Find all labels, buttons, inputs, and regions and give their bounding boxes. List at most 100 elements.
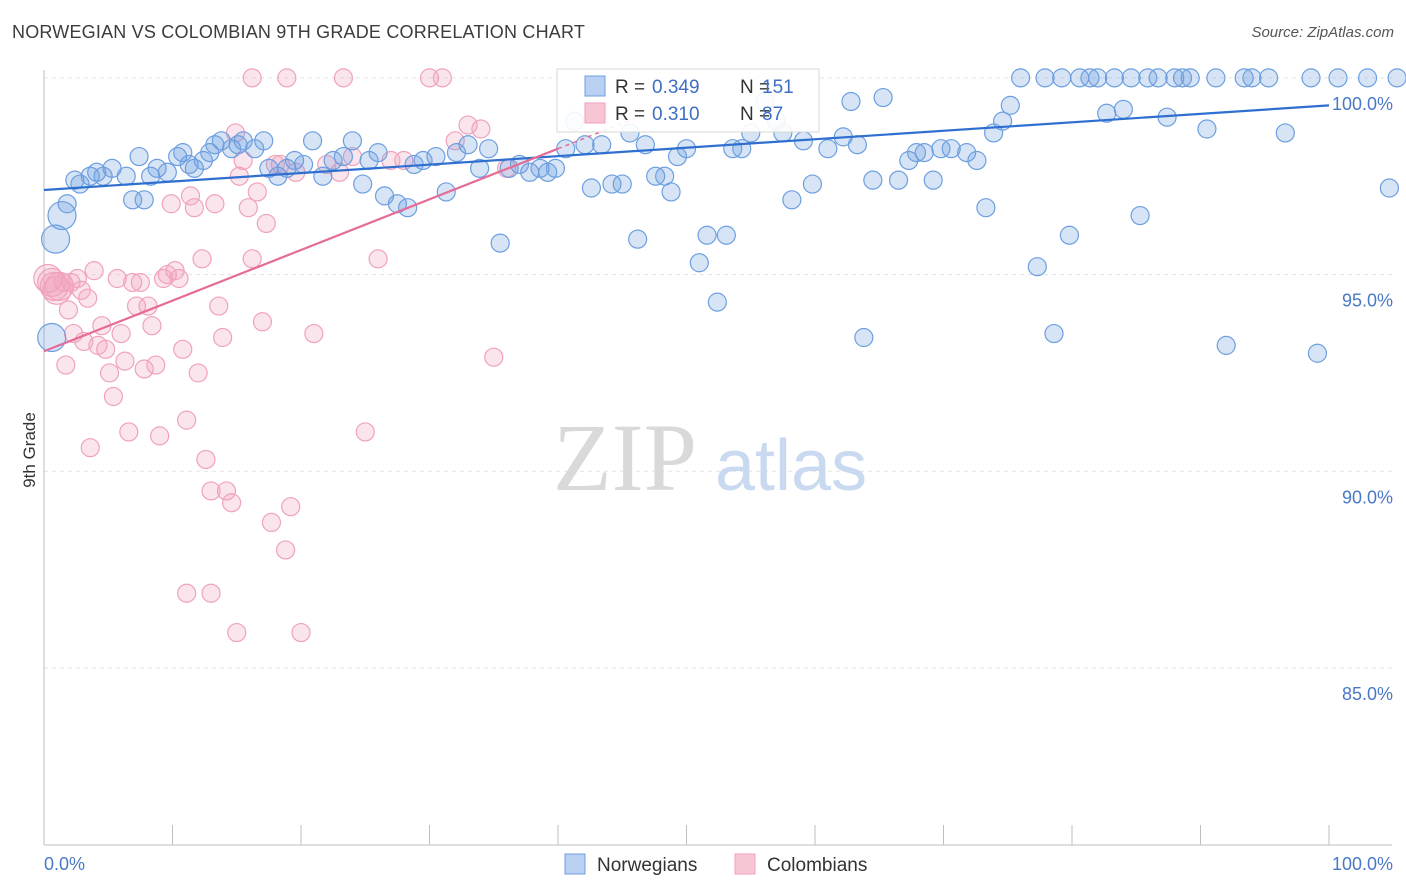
colombians-point (180, 186, 201, 206)
colombians-point (242, 249, 262, 269)
y-tick-label: 100.0% (1332, 94, 1393, 114)
norwegians-point (689, 253, 709, 273)
series-colombians-points (33, 68, 517, 643)
norwegians-point (1113, 99, 1134, 119)
norwegians-point (976, 198, 996, 218)
colombians-point (161, 194, 181, 214)
norwegians-point (479, 139, 499, 159)
norwegians-point (1027, 257, 1047, 277)
colombians-point (281, 497, 301, 517)
norwegians-point (426, 146, 446, 167)
axes (43, 70, 1392, 846)
norwegians-point (129, 146, 149, 167)
colombians-point (227, 622, 247, 643)
x-tick-label: 0.0% (44, 854, 85, 874)
colombians-point (177, 410, 197, 430)
norwegians-point (847, 135, 868, 155)
norwegians-point (458, 135, 478, 155)
colombians-point (142, 316, 162, 336)
norwegians-point (254, 131, 274, 151)
colombians-point (209, 296, 229, 316)
chart-title: NORWEGIAN VS COLOMBIAN 9TH GRADE CORRELA… (12, 22, 586, 42)
bottom-legend-swatch-norwegians[interactable] (564, 853, 586, 875)
norwegians-point (1052, 68, 1072, 88)
norwegians-trend-line (43, 104, 1330, 192)
colombians-point (115, 351, 135, 371)
norwegians-point (446, 143, 467, 163)
norwegians-point (1104, 68, 1125, 88)
norwegians-point (116, 166, 136, 186)
y-tick-labels: 100.0% 95.0% 90.0% 85.0% (1332, 94, 1393, 704)
norwegians-point (602, 174, 622, 194)
norwegians-point (157, 162, 177, 182)
x-tick-label: 100.0% (1332, 854, 1393, 874)
colombians-point (277, 68, 297, 88)
legend-r-value-colombians: 0.310 (652, 104, 700, 125)
norwegians-point (1180, 68, 1200, 88)
norwegians-point (1165, 68, 1185, 88)
norwegians-point (1307, 343, 1328, 363)
legend-n-label-norwegians: N = (740, 77, 770, 98)
norwegians-point (368, 143, 388, 163)
x-axis-ticks (43, 825, 1330, 845)
norwegians-point (888, 170, 909, 190)
norwegians-point (592, 135, 612, 155)
legend-n-value-colombians: 87 (762, 104, 783, 125)
norwegians-point (1206, 68, 1226, 88)
norwegians-point (716, 225, 736, 245)
norwegians-point (1088, 68, 1108, 88)
norwegians-point (818, 139, 838, 159)
colombians-point (107, 268, 127, 289)
colombians-point (80, 438, 100, 458)
norwegians-point (1301, 68, 1321, 88)
norwegians-point (193, 150, 213, 171)
norwegians-point (147, 158, 167, 178)
norwegians-point (957, 143, 977, 163)
norwegians-point (1197, 119, 1217, 139)
bottom-legend-label-colombians[interactable]: Colombians (767, 855, 867, 876)
colombians-point (192, 249, 212, 269)
norwegians-point (575, 135, 595, 155)
norwegians-point (1000, 95, 1020, 116)
colombians-point (252, 312, 273, 332)
norwegians-point (233, 131, 253, 151)
watermark-zip: ZIP (553, 404, 697, 511)
colombians-point (256, 213, 276, 234)
norwegians-point (863, 170, 883, 190)
colombians-point (275, 540, 296, 560)
colombians-point (333, 68, 354, 88)
legend-r-value-norwegians: 0.349 (652, 77, 700, 98)
norwegians-point (1275, 123, 1295, 143)
colombians-point (56, 355, 76, 375)
norwegians-point (293, 154, 314, 175)
colombians-point (196, 449, 216, 470)
bottom-legend: Norwegians Colombians (564, 853, 867, 876)
colombians-point (67, 268, 88, 289)
colombians-point (130, 272, 150, 293)
norwegians-point (841, 91, 861, 112)
norwegians-point (661, 182, 681, 202)
norwegians-point (1035, 68, 1055, 88)
norwegians-point (302, 131, 323, 151)
colombians-point (78, 288, 98, 308)
colombians-point (216, 481, 237, 501)
x-tick-labels: 0.0% 100.0% (44, 854, 1393, 874)
norwegians-point (914, 143, 934, 163)
norwegians-point (931, 139, 951, 159)
colombians-trend-extension (557, 117, 636, 150)
legend-n-label-colombians: N = (740, 104, 770, 125)
colombians-point (96, 339, 116, 359)
y-tick-label: 85.0% (1342, 684, 1393, 704)
colombians-point (432, 68, 452, 88)
bottom-legend-label-norwegians[interactable]: Norwegians (597, 855, 697, 876)
norwegians-point (40, 224, 71, 254)
colombians-point (71, 280, 91, 300)
colombians-point (471, 119, 491, 139)
norwegians-point (1172, 68, 1193, 88)
norwegians-point (1010, 68, 1031, 88)
bottom-legend-swatch-colombians[interactable] (734, 853, 756, 875)
colombians-point (146, 355, 166, 375)
colombians-point (177, 583, 197, 603)
colombians-point (291, 622, 311, 643)
colombians-point (99, 363, 120, 383)
